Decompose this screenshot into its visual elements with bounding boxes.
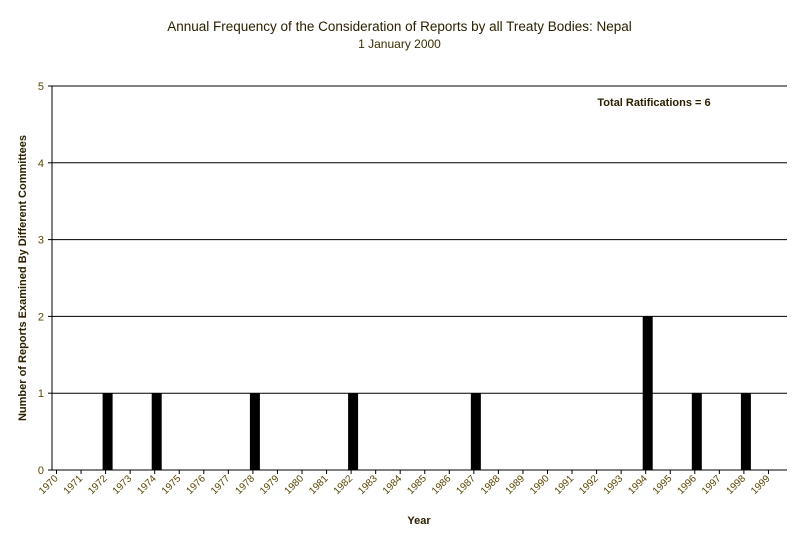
x-tick-label: 1988 <box>479 473 503 497</box>
x-tick-label: 1984 <box>381 473 405 497</box>
x-tick-label: 1981 <box>307 473 331 497</box>
x-tick-label: 1980 <box>283 473 307 497</box>
chart-title: Annual Frequency of the Consideration of… <box>167 19 632 34</box>
bar-1972 <box>102 393 113 470</box>
y-tick-label: 3 <box>38 235 44 247</box>
x-tick-label: 1978 <box>234 473 258 497</box>
total-ratifications-annotation: Total Ratifications = 6 <box>597 97 710 109</box>
y-axis-title: Number of Reports Examined By Different … <box>17 135 29 421</box>
x-tick-label: 1994 <box>626 473 650 497</box>
x-tick-label: 1989 <box>504 473 528 497</box>
x-tick-label: 1990 <box>528 473 552 497</box>
y-tick-label: 2 <box>38 311 44 323</box>
x-tick-label: 1992 <box>577 473 601 497</box>
x-tick-labels: 1970 1971 1972 1973 1974 1975 1976 1977 1978 1979… <box>37 470 773 497</box>
x-tick-label: 1993 <box>602 473 626 497</box>
x-tick-label: 1977 <box>209 473 233 497</box>
gridlines <box>52 85 787 394</box>
bar-1994 <box>642 316 653 470</box>
bar-1998 <box>740 393 751 470</box>
y-tick-label: 4 <box>38 158 44 170</box>
x-tick-label: 1973 <box>111 473 135 497</box>
chart-subtitle: 1 January 2000 <box>358 37 441 51</box>
x-tick-label: 1971 <box>62 473 86 497</box>
bar-1974 <box>151 393 162 470</box>
x-axis-title: Year <box>407 515 431 527</box>
x-tick-label: 1982 <box>332 473 356 497</box>
x-tick-label: 1976 <box>184 473 208 497</box>
x-tick-label: 1998 <box>725 473 749 497</box>
x-tick-label: 1975 <box>160 473 184 497</box>
x-tick-label: 1996 <box>675 473 699 497</box>
x-tick-label: 1995 <box>651 473 675 497</box>
x-tick-label: 1972 <box>86 473 110 497</box>
x-tick-label: 1985 <box>405 473 429 497</box>
y-tick-labels: 0 1 2 3 4 5 <box>38 81 52 477</box>
y-tick-label: 0 <box>38 465 44 477</box>
x-tick-label: 1991 <box>553 473 577 497</box>
x-tick-label: 1979 <box>258 473 282 497</box>
x-tick-label: 1997 <box>700 473 724 497</box>
bar-1978 <box>249 393 260 470</box>
bar-1982 <box>348 393 359 470</box>
bar-1996 <box>691 393 702 470</box>
x-tick-label: 1974 <box>135 473 159 497</box>
x-tick-label: 1999 <box>749 473 773 497</box>
x-tick-label: 1987 <box>454 473 478 497</box>
bar-1987 <box>470 393 481 470</box>
x-tick-label: 1986 <box>430 473 454 497</box>
x-tick-label: 1983 <box>356 473 380 497</box>
bars <box>102 316 751 470</box>
y-tick-label: 1 <box>38 388 44 400</box>
y-tick-label: 5 <box>38 81 44 93</box>
axes <box>51 86 787 471</box>
